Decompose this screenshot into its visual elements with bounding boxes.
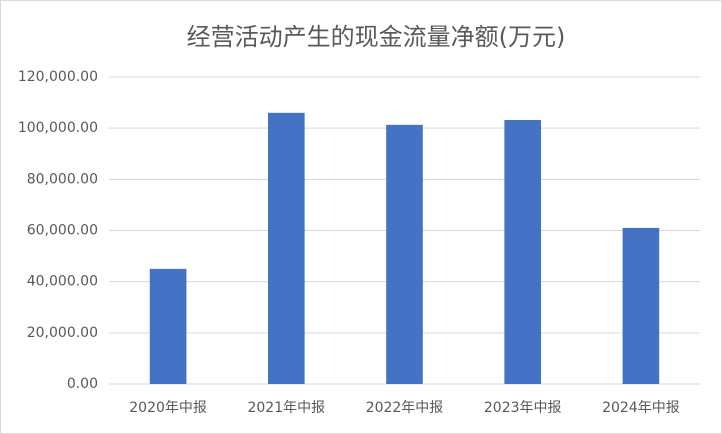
bar (267, 112, 305, 385)
bar (386, 124, 423, 385)
y-tick-label: 120,000.00 (18, 69, 98, 85)
y-tick-label: 20,000.00 (27, 325, 98, 341)
chart-title: 经营活动产生的现金流量净额(万元) (187, 23, 566, 51)
bar (504, 119, 542, 384)
x-tick-label: 2024年中报 (602, 400, 680, 416)
bar (622, 227, 660, 384)
y-tick-label: 80,000.00 (27, 171, 98, 187)
y-tick-label: 0.00 (67, 376, 98, 392)
x-tick-label: 2022年中报 (366, 400, 444, 416)
y-tick-label: 100,000.00 (18, 120, 98, 136)
x-tick-label: 2020年中报 (129, 400, 207, 416)
y-tick-label: 40,000.00 (27, 274, 98, 290)
y-tick-label: 60,000.00 (27, 223, 98, 239)
x-tick-label: 2021年中报 (247, 400, 325, 416)
bar (149, 268, 187, 384)
x-tick-label: 2023年中报 (484, 400, 562, 416)
